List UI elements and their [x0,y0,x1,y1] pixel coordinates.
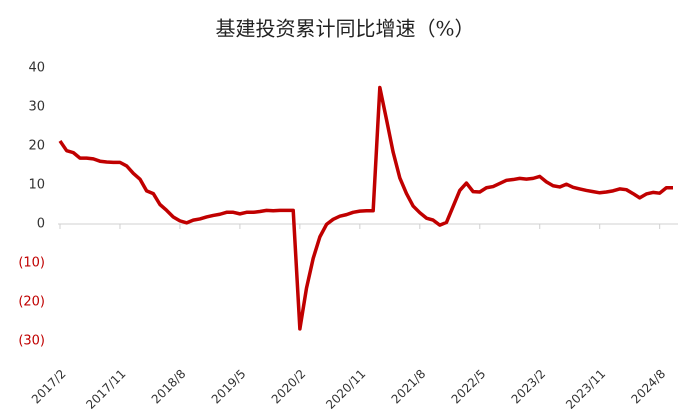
x-tick-label: 2020/11 [323,367,368,412]
y-tick-label: 40 [28,61,45,76]
x-tick-label: 2024/8 [629,367,669,407]
y-tick-label: 30 [28,100,45,115]
x-tick-label: 2022/5 [449,367,489,407]
y-tick-label: (10) [18,256,45,271]
y-tick-label: 20 [28,139,45,154]
y-tick-label: 0 [37,217,45,232]
x-tick-label: 2023/11 [563,367,608,412]
x-tick-label: 2019/5 [209,367,249,407]
data-line [58,85,673,331]
x-tick-label: 2021/8 [389,367,429,407]
x-tick-label: 2023/2 [509,367,549,407]
y-tick-label: (20) [18,295,45,310]
y-tick-label: (30) [18,334,45,349]
y-tick-label: 10 [28,178,45,193]
chart-title: 基建投资累计同比增速（%） [215,17,474,41]
x-tick-label: 2017/2 [29,367,69,407]
x-tick-label: 2018/8 [149,367,189,407]
x-tick-label: 2020/2 [269,367,309,407]
x-tick-label: 2017/11 [83,367,128,412]
